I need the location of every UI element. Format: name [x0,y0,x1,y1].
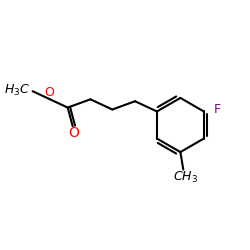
Text: $H_3C$: $H_3C$ [4,83,30,98]
Text: O: O [44,86,54,99]
Text: F: F [214,103,220,116]
Text: O: O [68,126,79,140]
Text: $CH_3$: $CH_3$ [173,170,198,185]
